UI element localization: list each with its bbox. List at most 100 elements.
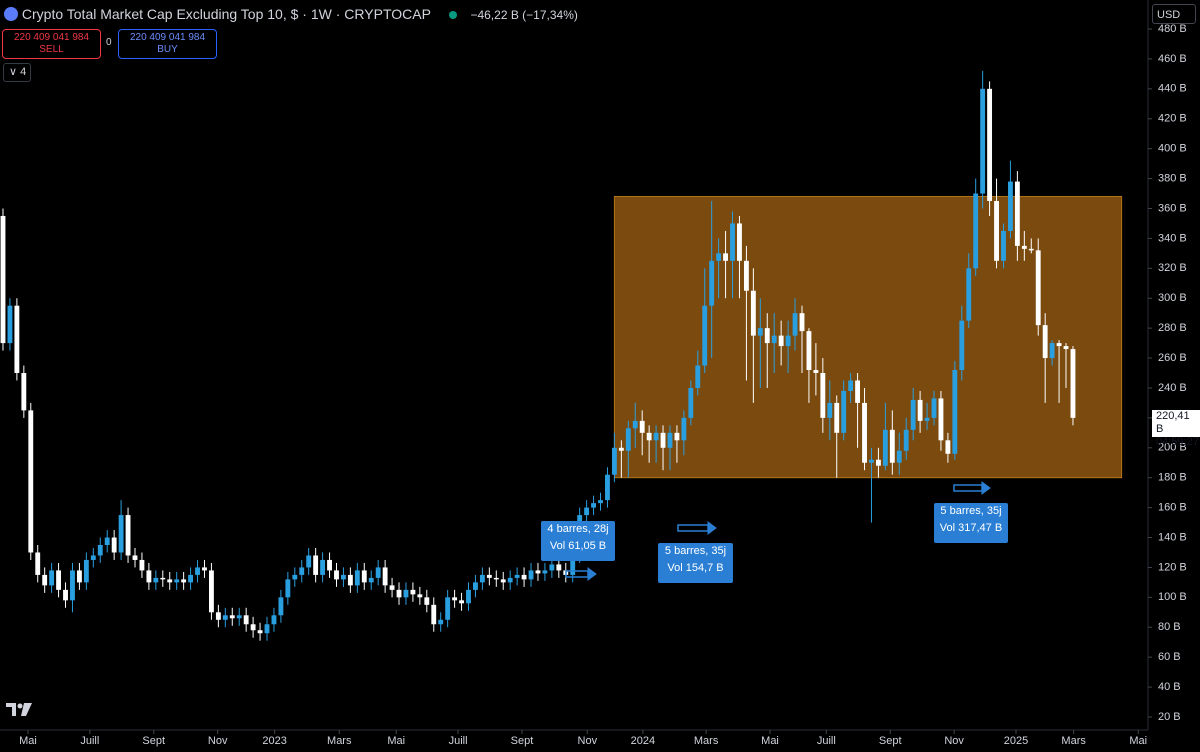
y-tick-label: 480 B	[1158, 23, 1187, 35]
candle-body	[1056, 343, 1062, 347]
annotation-volume: Vol 317,47 B	[939, 522, 1003, 534]
buy-label: BUY	[157, 44, 178, 55]
buy-button[interactable]: 220 409 041 984 BUY	[118, 29, 217, 59]
candle-body	[438, 619, 444, 625]
candle-body	[1070, 349, 1076, 418]
annotation-bars: 5 barres, 35j	[940, 505, 1002, 517]
y-tick-label: 120 B	[1158, 561, 1187, 573]
candle-body	[42, 574, 48, 586]
candle-body	[354, 570, 360, 586]
candle-body	[980, 88, 986, 194]
annotation-volume: Vol 61,05 B	[549, 540, 607, 552]
candle-body	[632, 420, 638, 429]
candle-body	[591, 503, 596, 508]
change: −46,22 B (−17,34%)	[470, 8, 578, 22]
currency: USD	[1157, 9, 1181, 21]
candle-body	[771, 335, 777, 344]
candle-body	[202, 567, 207, 571]
indicator-count: 4	[20, 66, 27, 78]
currency-select[interactable]: USD	[1152, 4, 1196, 24]
candle-body	[347, 574, 353, 586]
candle-body	[750, 290, 756, 336]
candle-body	[132, 555, 138, 560]
candle-body	[806, 331, 812, 371]
candle-body	[945, 440, 951, 454]
candle-body	[855, 380, 861, 403]
candle-body	[813, 370, 819, 374]
candle-body	[688, 387, 694, 418]
y-tick-label: 40 B	[1158, 681, 1181, 693]
candle-body	[181, 579, 187, 583]
candle-body	[292, 574, 298, 580]
candle-body	[56, 570, 62, 590]
candle-body	[987, 88, 993, 202]
y-tick-label: 160 B	[1158, 502, 1187, 514]
x-tick-label: Sept	[879, 735, 902, 747]
candle-body	[556, 564, 562, 571]
candle-body	[215, 612, 221, 620]
candle-body	[236, 615, 242, 619]
tradingview-logo	[6, 703, 32, 716]
x-tick-label: Nov	[944, 735, 964, 747]
symbol-logo	[4, 7, 18, 21]
candle-body	[896, 450, 902, 463]
y-tick-label: 80 B	[1158, 621, 1181, 633]
candle-body	[466, 589, 471, 604]
candle-body	[320, 559, 326, 575]
spread: 0	[106, 37, 112, 48]
candle-body	[931, 398, 937, 418]
candle-body	[208, 570, 214, 613]
sell-button[interactable]: 220 409 041 984 SELL	[2, 29, 101, 59]
candle-body	[410, 589, 416, 595]
candle-body	[70, 570, 75, 601]
candle-body	[528, 570, 534, 580]
candle-body	[875, 459, 881, 466]
candle-body	[382, 567, 388, 586]
candle-body	[1035, 250, 1041, 326]
candle-body	[1014, 181, 1020, 246]
buy-price: 220 409 041 984	[129, 32, 206, 43]
indicator-toggle[interactable]: ∨ 4	[3, 63, 31, 82]
candle-body	[7, 305, 13, 344]
candle-body	[167, 579, 173, 583]
candle-body	[674, 432, 680, 441]
candle-body	[445, 597, 451, 620]
candle-body	[1063, 346, 1069, 350]
y-tick-label: 420 B	[1158, 113, 1187, 125]
candle-body	[368, 577, 374, 583]
candle-body	[820, 373, 826, 418]
candle-body	[486, 574, 492, 578]
y-tick-label: 400 B	[1158, 143, 1187, 155]
annotation-bars: 5 barres, 35j	[664, 545, 727, 557]
candle-body	[882, 429, 888, 466]
x-tick-label: 2023	[262, 735, 286, 747]
candle-body	[910, 399, 916, 430]
candle-body	[83, 559, 89, 583]
x-tick-label: Sept	[142, 735, 165, 747]
candle-body	[76, 570, 82, 583]
candle-body	[195, 567, 200, 575]
x-tick-label: Sept	[511, 735, 534, 747]
candle-body	[264, 624, 270, 634]
last-price: 220,41 B	[1156, 410, 1190, 435]
candle-body	[549, 564, 555, 571]
sell-label: SELL	[39, 44, 64, 55]
candle-body	[431, 604, 437, 625]
candle-body	[639, 420, 645, 433]
candle-body	[229, 615, 235, 619]
candle-body	[278, 597, 284, 616]
candle-body	[681, 417, 687, 441]
candle-body	[653, 432, 659, 441]
y-tick-label: 440 B	[1158, 83, 1187, 95]
candle-body	[0, 215, 6, 344]
candle-body	[160, 577, 166, 580]
candle-body	[660, 432, 666, 448]
x-tick-label: Mai	[387, 735, 405, 747]
candle-body	[250, 624, 256, 631]
y-tick-label: 200 B	[1158, 442, 1187, 454]
candle-body	[952, 370, 958, 454]
candle-body	[667, 432, 673, 448]
candle-body	[49, 570, 55, 586]
